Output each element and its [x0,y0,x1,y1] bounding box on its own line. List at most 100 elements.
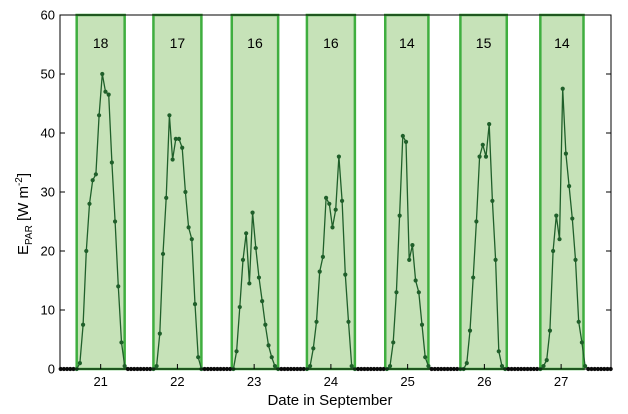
y-tick-label: 40 [41,126,55,141]
data-point [400,133,405,139]
x-tick-label: 22 [170,374,184,389]
x-tick-label: 21 [93,374,107,389]
data-point [547,328,553,333]
data-point [170,157,175,162]
data-point [100,71,105,77]
data-point [167,113,172,118]
data-point [308,363,313,369]
daylight-hours-label-27: 14 [554,35,570,51]
data-point [266,343,271,348]
x-tick-label: 27 [554,374,568,389]
daylight-hours-label-26: 15 [476,35,492,51]
data-point [272,363,278,369]
data-point [77,361,82,366]
data-point [487,122,492,127]
y-tick-label: 10 [41,303,55,318]
data-point [413,278,418,283]
data-point [106,92,111,97]
y-axis-title-unit-pre: [W m [15,186,32,225]
data-point [240,257,246,262]
daylight-hours-label-25: 14 [399,35,415,51]
data-point [474,219,479,224]
data-point [112,219,118,224]
x-axis-title: Date in September [267,392,392,409]
x-tick-label: 25 [400,374,414,389]
y-tick-label: 30 [41,185,55,200]
data-point [244,231,249,236]
data-point [560,86,565,91]
data-point [96,113,102,118]
y-tick-label: 0 [48,362,55,377]
data-point [320,254,325,259]
daylight-box-26 [459,13,509,371]
y-axis-title-sup: -2 [14,177,25,186]
data-point [496,349,501,354]
data-point [551,248,556,254]
data-point [116,284,121,289]
y-tick-label: 20 [41,244,55,259]
data-point [579,340,584,345]
data-point [397,213,402,218]
y-axis-title: EPAR [W m-2] [14,173,35,255]
x-tick-label: 26 [477,374,491,389]
data-point [471,275,476,280]
data-point [544,358,549,363]
data-point [263,322,268,327]
data-point [90,178,95,183]
data-point [336,154,341,159]
data-point [323,195,329,200]
data-point [122,363,127,369]
data-point [176,136,182,141]
data-point [183,189,188,195]
data-point [260,299,265,304]
data-point [160,251,166,257]
data-point [541,363,546,369]
data-point [157,331,162,336]
data-point [80,322,86,327]
data-point [410,243,415,248]
data-point [311,346,316,351]
data-point [483,154,489,159]
data-point [346,319,351,324]
data-point [576,319,581,324]
data-point [349,363,354,369]
data-point [407,257,412,262]
data-point [189,237,194,242]
data-point [119,340,124,345]
data-point [327,201,332,206]
data-point [493,257,498,262]
data-point [269,355,274,360]
data-point [563,151,569,156]
data-point [416,290,421,295]
data-point [87,201,92,206]
data-point [173,136,178,141]
data-point [180,145,185,150]
data-point [419,322,425,327]
daylight-box-27 [539,13,585,371]
data-point [234,349,239,354]
data-point [394,290,399,295]
data-point [423,355,428,360]
y-tick-label: 50 [41,67,55,82]
data-point [554,213,559,218]
data-point [557,237,562,242]
data-point [343,272,348,277]
data-point [499,363,505,369]
data-point [154,363,159,369]
y-axis-title-sub: PAR [24,225,35,245]
data-point [256,275,262,280]
data-point [480,142,485,147]
y-axis-title-main: E [15,245,32,255]
daylight-hours-label-23: 16 [247,35,263,51]
data-point [426,363,431,369]
daylight-box-24 [305,13,357,371]
data-point [330,225,335,230]
data-point [333,207,338,212]
data-point [567,184,572,189]
data-point [196,355,201,360]
data-point [391,340,396,345]
data-point [253,245,258,251]
y-axis-title-unit-post: ] [15,173,32,177]
